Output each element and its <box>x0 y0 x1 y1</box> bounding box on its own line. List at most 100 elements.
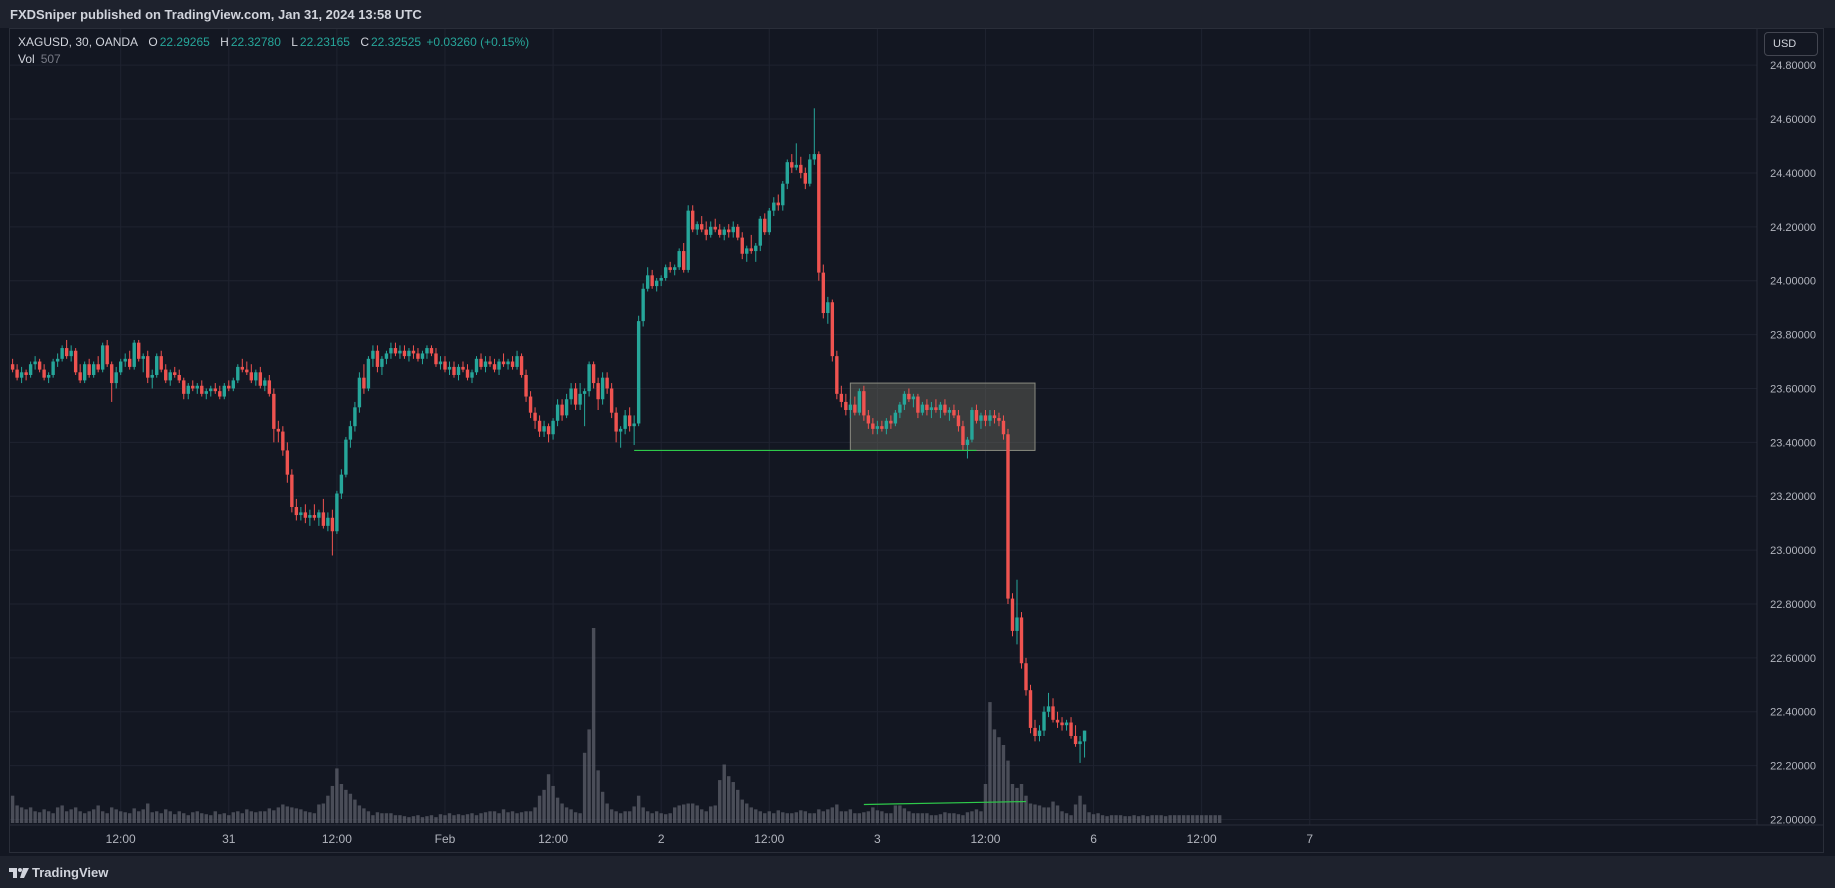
candle-body <box>654 280 659 287</box>
candle-body <box>1006 434 1010 599</box>
candle-body <box>1064 722 1069 726</box>
price-tick-label: 23.20000 <box>1770 491 1816 503</box>
volume-bar <box>596 770 600 823</box>
candle-body <box>1073 735 1078 745</box>
volume-bar <box>294 808 299 823</box>
volume-bar <box>830 807 835 823</box>
candle-body <box>551 420 555 435</box>
symbol-label[interactable]: XAGUSD, 30, OANDA <box>18 35 139 49</box>
volume-bar <box>992 729 997 823</box>
volume-bar <box>1055 805 1060 823</box>
footer-bar: TradingView <box>0 856 1835 888</box>
price-tick-label: 24.20000 <box>1770 222 1816 234</box>
volume-bar <box>700 809 704 823</box>
candle-body <box>317 512 321 518</box>
candle-body <box>91 364 96 375</box>
candle-body <box>19 372 24 378</box>
currency-button[interactable]: USD <box>1764 32 1818 56</box>
volume-bar <box>366 811 371 823</box>
candle-body <box>866 415 871 424</box>
volume-bar <box>1172 815 1177 823</box>
volume-bar <box>1145 816 1150 823</box>
candle-body <box>1015 617 1019 631</box>
volume-bar <box>285 806 290 823</box>
candle-body <box>745 248 749 254</box>
candle-body <box>1082 730 1087 742</box>
high-value: 22.32780 <box>230 35 281 49</box>
candle-body <box>82 364 87 381</box>
volume-bar <box>393 815 398 823</box>
candle-body <box>983 415 988 421</box>
candle-body <box>173 372 177 375</box>
volume-bar <box>1168 815 1172 823</box>
candle-body <box>515 356 519 367</box>
volume-bar <box>416 815 420 823</box>
volume-value: 507 <box>40 52 61 66</box>
volume-bar <box>736 789 740 823</box>
volume-bar <box>564 807 569 823</box>
volume-bar <box>164 809 168 823</box>
volume-bar <box>263 811 267 823</box>
volume-bar <box>1154 815 1159 823</box>
candle-body <box>177 374 181 381</box>
candle-body <box>839 393 844 402</box>
volume-bar <box>326 795 330 823</box>
volume-bar <box>312 813 317 823</box>
volume-bar <box>384 813 389 823</box>
candle-body <box>150 374 154 378</box>
volume-bar <box>691 803 695 823</box>
volume-bar <box>758 811 762 823</box>
volume-bar <box>515 813 519 823</box>
volume-bar <box>456 814 461 823</box>
candle-body <box>754 245 758 252</box>
price-tick-label: 23.40000 <box>1770 437 1816 449</box>
volume-bar <box>641 807 645 823</box>
volume-bar <box>997 737 1001 823</box>
candle-body <box>479 358 483 367</box>
volume-bar <box>402 816 407 823</box>
candle-body <box>889 420 893 424</box>
time-tick-label: 12:00 <box>1187 832 1217 846</box>
candle-body <box>456 366 461 375</box>
volume-bar <box>510 811 515 823</box>
candle-body <box>907 393 911 400</box>
time-tick-label: 12:00 <box>322 832 352 846</box>
candle-body <box>1055 719 1060 723</box>
volume-bar <box>1024 795 1028 823</box>
brand-name[interactable]: TradingView <box>32 865 109 880</box>
candle-body <box>1078 741 1082 745</box>
candle-body <box>1046 706 1051 712</box>
candle-body <box>222 385 226 397</box>
candle-body <box>672 267 677 270</box>
volume-bar <box>803 811 808 823</box>
volume-bar <box>1132 815 1136 823</box>
volume-bar <box>1217 815 1222 823</box>
candle-body <box>240 366 245 370</box>
volume-bar <box>168 811 172 823</box>
volume-bar <box>808 813 812 823</box>
volume-bar <box>542 789 546 823</box>
candle-body <box>772 202 776 211</box>
volume-bar <box>33 811 37 823</box>
volume-bar <box>91 809 96 823</box>
volume-bar <box>1078 795 1082 823</box>
volume-bar <box>182 813 186 823</box>
time-tick-label: 12:00 <box>106 832 136 846</box>
volume-bar <box>1037 805 1042 823</box>
close-label: C <box>360 35 369 49</box>
candle-body <box>371 350 375 359</box>
volume-bar <box>1015 787 1019 823</box>
volume-bar <box>339 784 344 823</box>
volume-bar <box>731 782 735 823</box>
volume-bar <box>812 813 817 823</box>
candle-body <box>1001 420 1006 435</box>
tradingview-logo-icon <box>9 868 29 878</box>
volume-bar <box>272 810 276 823</box>
candle-body <box>447 366 452 370</box>
volume-bar <box>974 809 979 823</box>
candle-body <box>709 226 713 235</box>
candle-body <box>560 404 564 416</box>
time-tick-label: 2 <box>658 832 665 846</box>
volume-bar <box>245 809 249 823</box>
